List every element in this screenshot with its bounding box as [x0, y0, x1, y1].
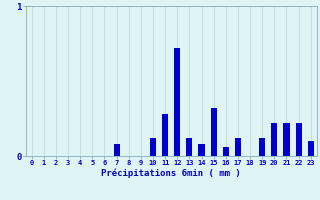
Bar: [223, 147, 229, 156]
Bar: [308, 141, 314, 156]
X-axis label: Précipitations 6min ( mm ): Précipitations 6min ( mm ): [101, 169, 241, 178]
Bar: [284, 123, 290, 156]
Bar: [259, 138, 265, 156]
Bar: [174, 48, 180, 156]
Bar: [296, 123, 302, 156]
Bar: [186, 138, 192, 156]
Bar: [211, 108, 217, 156]
Bar: [235, 138, 241, 156]
Bar: [198, 144, 204, 156]
Bar: [162, 114, 168, 156]
Bar: [271, 123, 277, 156]
Bar: [114, 144, 120, 156]
Bar: [150, 138, 156, 156]
